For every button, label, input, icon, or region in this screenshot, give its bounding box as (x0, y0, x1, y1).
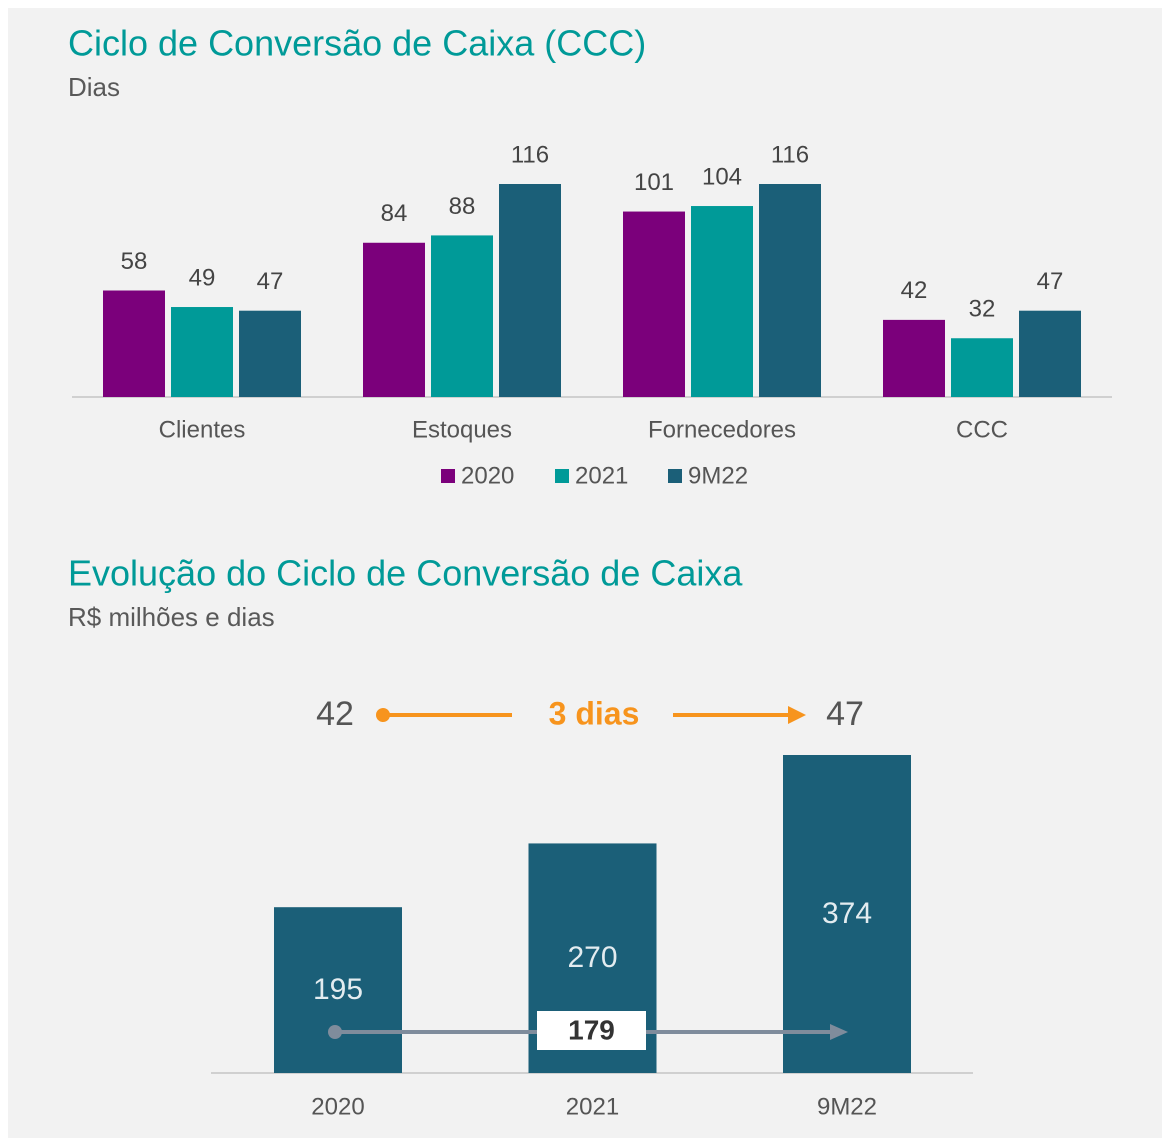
arrow-head (788, 706, 806, 724)
bar (431, 235, 493, 397)
legend-swatch (668, 469, 682, 483)
data-label: 84 (381, 200, 408, 227)
chart-title: Evolução do Ciclo de Conversão de Caixa (68, 553, 743, 594)
x-tick-label: CCC (956, 416, 1008, 443)
x-tick-label: Fornecedores (648, 416, 796, 443)
annotation: 3 dias (549, 695, 640, 731)
x-tick-label: 2020 (311, 1093, 364, 1120)
bar (274, 907, 402, 1073)
bar (691, 206, 753, 397)
average-head (830, 1024, 848, 1040)
legend-swatch (441, 469, 455, 483)
legend-label: 2021 (575, 462, 628, 489)
data-label: 49 (189, 264, 216, 291)
legend-swatch (555, 469, 569, 483)
data-label: 116 (771, 141, 809, 168)
chart-title: Ciclo de Conversão de Caixa (CCC) (68, 23, 646, 64)
x-tick-label: 2021 (566, 1093, 619, 1120)
bar (363, 242, 425, 397)
bar (623, 211, 685, 397)
data-label: 32 (969, 296, 996, 323)
annotation: 47 (826, 695, 864, 733)
annotation: 42 (316, 695, 354, 733)
average-box (537, 1011, 646, 1050)
legend-label: 2020 (461, 462, 514, 489)
average-dot (328, 1025, 342, 1039)
data-label: 374 (822, 897, 872, 930)
data-label: 195 (313, 973, 363, 1006)
arrow-dot (376, 708, 390, 722)
chart-subtitle: Dias (68, 72, 120, 102)
bar (171, 307, 233, 397)
bar (239, 310, 301, 397)
bar (1019, 310, 1081, 397)
x-tick-label: 9M22 (817, 1093, 877, 1120)
chart-subtitle: R$ milhões e dias (68, 602, 275, 632)
x-tick-label: Estoques (412, 416, 512, 443)
data-label: 270 (567, 941, 617, 974)
average-label: 179 (568, 1014, 615, 1045)
data-label: 42 (901, 277, 928, 304)
data-label: 88 (449, 193, 476, 220)
data-label: 116 (511, 141, 549, 168)
data-label: 101 (634, 169, 674, 196)
bar (783, 755, 911, 1073)
data-label: 104 (702, 163, 742, 190)
bar (951, 338, 1013, 397)
bar (103, 290, 165, 397)
bar (759, 184, 821, 397)
legend-label: 9M22 (688, 462, 748, 489)
x-tick-label: Clientes (159, 416, 246, 443)
data-label: 47 (257, 268, 284, 295)
bar (499, 184, 561, 397)
data-label: 47 (1037, 268, 1064, 295)
bar (883, 319, 945, 397)
data-label: 58 (121, 248, 148, 275)
